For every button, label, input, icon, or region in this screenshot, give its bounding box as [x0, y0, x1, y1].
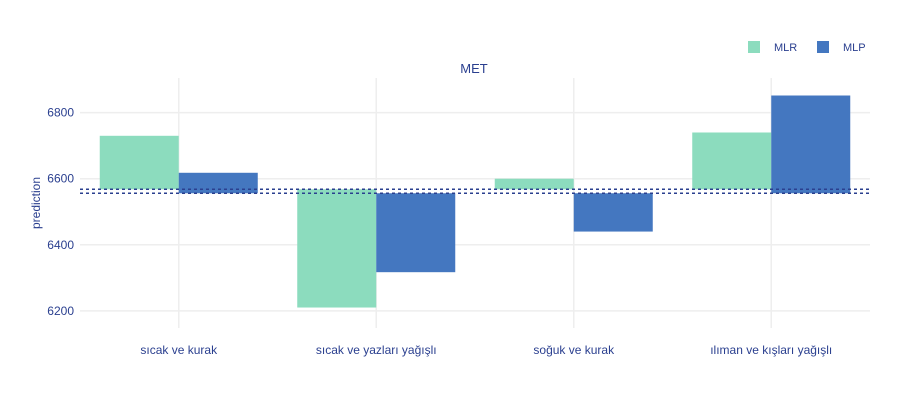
bars — [99, 95, 851, 308]
x-tick-label: sıcak ve kurak — [140, 343, 218, 357]
legend-label: MLR — [774, 42, 797, 54]
legend-swatch — [748, 41, 760, 53]
x-tick-label: sıcak ve yazları yağışlı — [316, 343, 437, 357]
grid-lines — [80, 78, 870, 328]
y-tick-label: 6600 — [47, 172, 74, 186]
bar-mlr-3[interactable] — [494, 178, 574, 190]
y-axis-label: prediction — [29, 177, 43, 229]
y-tick-label: 6400 — [47, 238, 74, 252]
bar-mlp-3[interactable] — [573, 193, 653, 232]
bar-mlr-2[interactable] — [297, 189, 377, 308]
y-tick-label: 6200 — [47, 304, 74, 318]
x-tick-label: soğuk ve kurak — [533, 343, 615, 357]
legend-item-mlr[interactable]: MLR — [748, 41, 797, 54]
bar-mlp-1[interactable] — [178, 172, 258, 194]
legend-item-mlp[interactable]: MLP — [817, 41, 866, 54]
legend-swatch — [817, 41, 829, 53]
bar-mlp-2[interactable] — [376, 193, 456, 273]
bar-mlp-4[interactable] — [771, 95, 851, 194]
bar-mlr-4[interactable] — [692, 132, 772, 190]
y-tick-label: 6800 — [47, 106, 74, 120]
x-axis-ticks: sıcak ve kurak sıcak ve yazları yağışlı so… — [140, 343, 832, 357]
y-axis-ticks: 6200 6400 6600 6800 — [47, 106, 74, 318]
x-tick-label: ılıman ve kışları yağışlı — [710, 343, 832, 357]
chart-title: MET — [460, 61, 488, 76]
legend-label: MLP — [843, 42, 866, 54]
bar-mlr-1[interactable] — [99, 135, 179, 190]
legend[interactable]: MLR MLP — [748, 41, 866, 54]
